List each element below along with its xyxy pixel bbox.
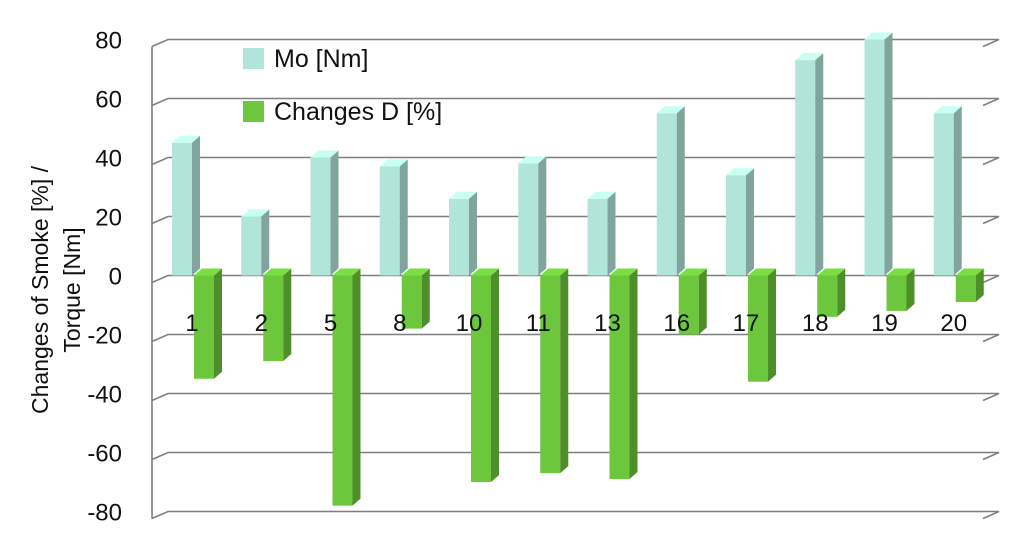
y-tick-label: -80 [87, 500, 122, 527]
bar-changes-d [540, 268, 569, 474]
bar-mo [310, 150, 339, 276]
x-tick-label: 19 [871, 310, 898, 337]
y-tick-label: 40 [95, 146, 122, 173]
x-tick-label: 20 [940, 310, 967, 337]
bar-mo [656, 106, 685, 276]
x-tick-label: 10 [456, 310, 483, 337]
gridline [151, 274, 1000, 284]
bar-changes-d [401, 268, 430, 329]
legend-swatch-changes-d [243, 101, 264, 122]
x-axis-ticks: 1 2 5 8 10 11 13 16 17 18 19 20 [185, 310, 967, 337]
x-tick-label: 1 [185, 310, 198, 337]
bar-changes-d [678, 268, 707, 335]
bar-mo [518, 156, 547, 276]
gridline [151, 97, 1000, 107]
legend: Mo [Nm] Changes D [%] [243, 45, 442, 126]
x-tick-label: 17 [733, 310, 760, 337]
y-tick-label: -60 [87, 441, 122, 468]
y-tick-label: -20 [87, 323, 122, 350]
x-tick-label: 2 [255, 310, 268, 337]
x-tick-label: 13 [594, 310, 621, 337]
y-tick-label: 20 [95, 205, 122, 232]
y-axis-label-line-1: Changes of Smoke [%] / [27, 165, 53, 414]
bar-changes-d [955, 268, 984, 303]
x-tick-label: 11 [526, 310, 551, 337]
legend-label-mo: Mo [Nm] [274, 45, 368, 73]
gridline [151, 215, 1000, 225]
gridlines [151, 38, 1000, 520]
gridline [151, 510, 1000, 520]
y-axis-label-line-2: Torque [Nm] [59, 227, 85, 352]
y-tick-label: 60 [95, 87, 122, 114]
y-axis-label: Changes of Smoke [%] / Torque [Nm] [27, 165, 85, 414]
legend-swatch-mo [243, 48, 264, 69]
bar-changes-d [263, 268, 292, 362]
bar-changes-d [194, 268, 222, 379]
bar-changes-d [748, 268, 776, 382]
bar-changes-d [471, 268, 499, 482]
gridline [151, 451, 1000, 461]
x-tick-label: 16 [663, 310, 690, 337]
gridline [151, 38, 1000, 48]
gridline [151, 392, 1000, 402]
bar-changes-d [886, 268, 915, 311]
bar-mo [449, 191, 477, 276]
bar-mo [172, 135, 200, 276]
bar-mo [933, 106, 962, 276]
legend-label-changes-d: Changes D [%] [274, 98, 442, 126]
bar-mo [795, 53, 824, 276]
x-tick-label: 8 [393, 310, 406, 337]
y-tick-label: -40 [87, 382, 122, 409]
bar-mo [241, 209, 270, 276]
gridline [151, 333, 1000, 343]
x-tick-label: 5 [324, 310, 337, 337]
bar-mo [379, 159, 408, 276]
bar-mo [864, 32, 893, 276]
y-tick-label: 0 [109, 264, 122, 291]
bar-mo [587, 191, 616, 276]
y-axis-ticks: 80 60 40 20 0 -20 -40 -60 -80 [87, 28, 122, 527]
bar-mo [726, 168, 754, 276]
y-tick-label: 80 [95, 28, 122, 55]
bar-changes-d [817, 268, 846, 317]
bar-series [172, 32, 984, 506]
x-tick-label: 18 [802, 310, 829, 337]
bar-changes-d [609, 268, 638, 480]
bar-changes-d [332, 268, 361, 506]
gridline [151, 156, 1000, 166]
